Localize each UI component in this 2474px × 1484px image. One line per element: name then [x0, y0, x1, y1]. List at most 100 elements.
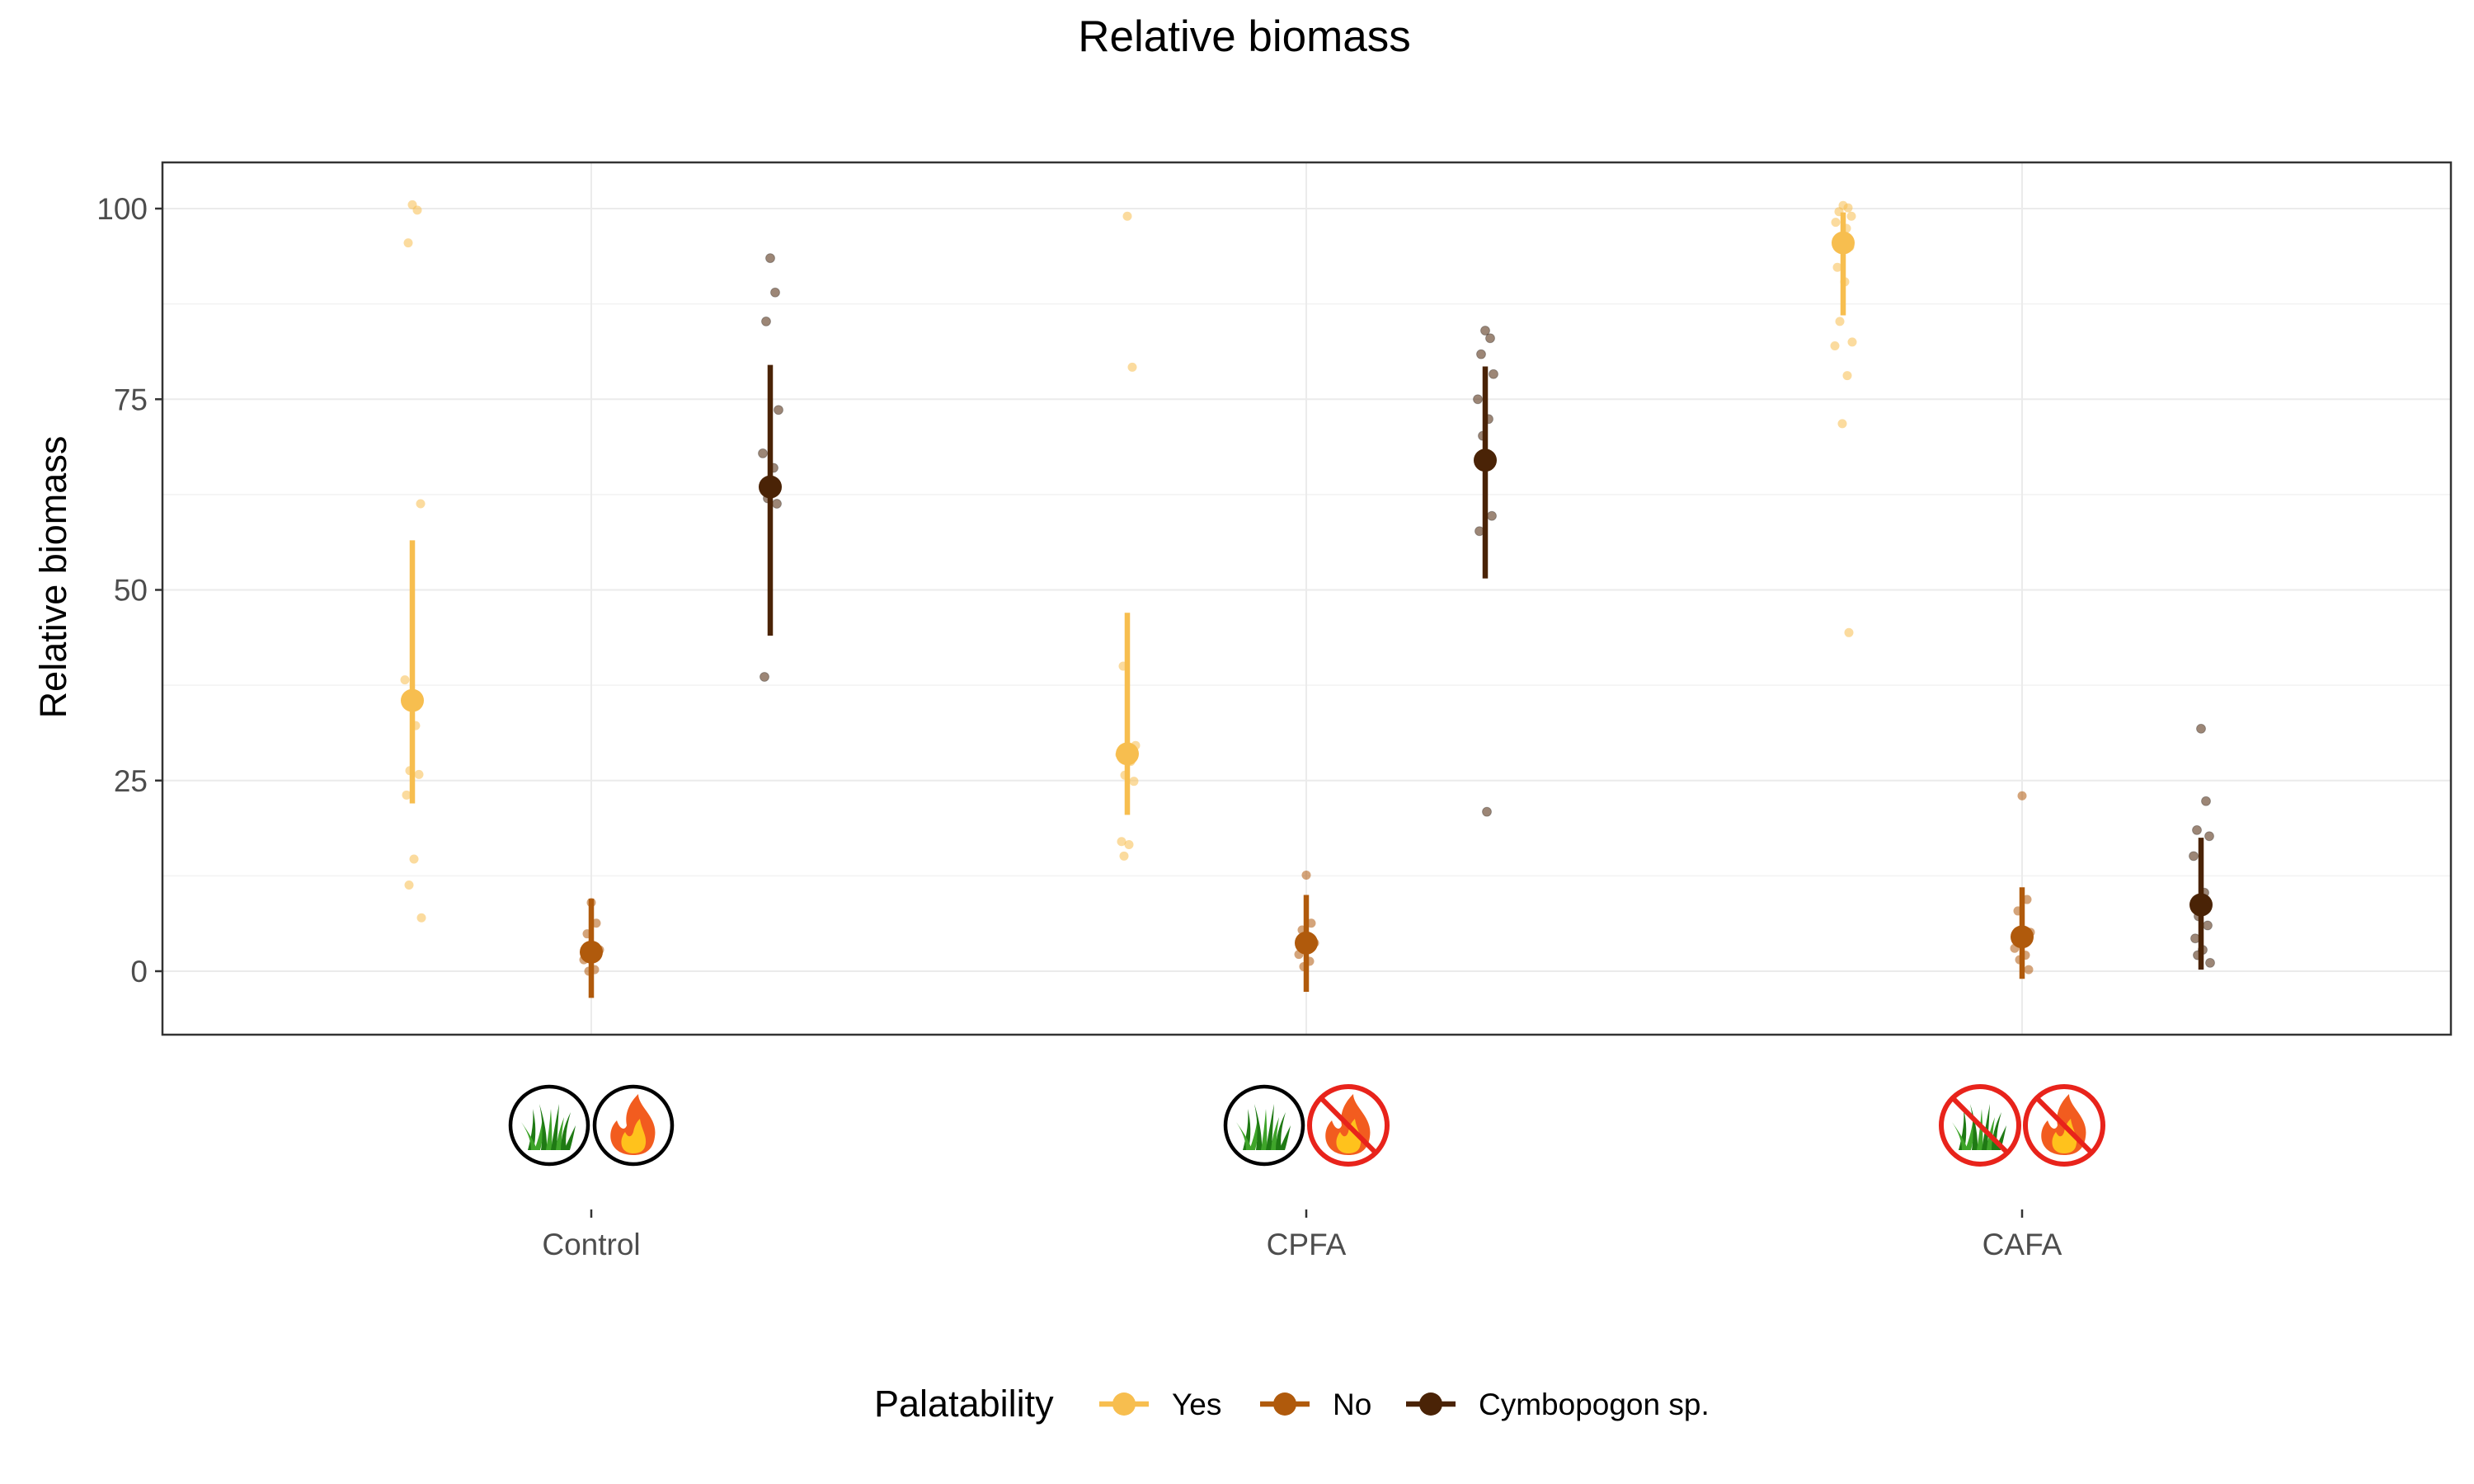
data-point — [409, 854, 419, 864]
legend: Palatability Yes No Cymbopogon sp. — [874, 1383, 1710, 1425]
fire-icon-badge — [592, 1084, 675, 1167]
x-tick-label: Control — [542, 1228, 640, 1261]
grass-blade — [1977, 1109, 1983, 1150]
data-point — [1843, 203, 1853, 213]
data-point — [2017, 791, 2027, 801]
data-point — [1842, 371, 1852, 381]
legend-key-point — [1419, 1392, 1442, 1416]
grass-blade — [1982, 1104, 1990, 1150]
icon-circle — [1223, 1084, 1305, 1167]
data-point — [1847, 337, 1857, 347]
data-point — [765, 253, 775, 264]
flame-inner — [1336, 1119, 1362, 1153]
data-point — [404, 880, 414, 890]
data-point — [412, 205, 422, 215]
legend-item-cymbopogon-sp-: Cymbopogon sp. — [1406, 1388, 1710, 1421]
y-axis-label: Relative biomass — [32, 436, 74, 719]
data-point — [1127, 362, 1137, 372]
grass-blade — [1276, 1112, 1286, 1150]
data-point — [1124, 839, 1134, 849]
data-point — [772, 498, 782, 509]
grass-icon-badge — [508, 1084, 590, 1167]
series-cymbopogon-sp- — [758, 253, 2215, 970]
fire-icon-badge — [1307, 1084, 1390, 1167]
chart-title: Relative biomass — [1078, 12, 1411, 61]
data-point — [1837, 419, 1847, 429]
data-point — [1489, 369, 1498, 379]
grass-blade — [1243, 1109, 1251, 1150]
grass-blade — [1249, 1117, 1258, 1150]
data-point — [1117, 837, 1126, 847]
icon-circle — [508, 1084, 590, 1167]
icon-circle — [592, 1084, 675, 1167]
data-point — [2204, 831, 2214, 842]
grass-blade — [1279, 1125, 1291, 1150]
data-point — [416, 499, 426, 509]
data-point — [1119, 851, 1129, 861]
flame-inner — [621, 1119, 647, 1153]
mean-point — [1116, 742, 1139, 766]
data-point — [403, 238, 413, 248]
prohibited-slash — [1950, 1096, 2010, 1155]
data-point — [1844, 627, 1854, 637]
grass-blade — [556, 1117, 564, 1150]
grass-blade — [1965, 1117, 1974, 1150]
series-yes — [400, 200, 1857, 923]
data-point — [416, 913, 426, 923]
y-tick-label: 0 — [130, 955, 148, 989]
grass-blade — [528, 1109, 536, 1150]
data-point — [414, 769, 424, 779]
prohibited-slash — [2034, 1096, 2094, 1155]
legend-item-yes: Yes — [1099, 1388, 1221, 1421]
x-tick-label: CPFA — [1267, 1228, 1347, 1261]
grass-blade — [1254, 1104, 1263, 1150]
y-tick-label: 50 — [114, 574, 148, 608]
treatment-icons — [508, 1084, 2105, 1167]
data-point — [758, 448, 768, 458]
legend-label: Yes — [1172, 1388, 1221, 1421]
flame-inner — [2052, 1119, 2077, 1153]
data-point — [1482, 806, 1492, 817]
data-point — [774, 405, 783, 416]
mean-point — [759, 475, 782, 499]
grass-icon — [1236, 1104, 1291, 1150]
data-point — [1480, 326, 1490, 336]
data-point — [761, 316, 771, 326]
gridlines — [162, 162, 2451, 1035]
mean-point — [580, 940, 603, 964]
data-point — [1832, 262, 1842, 272]
data-point — [1846, 211, 1856, 221]
fire-icon — [610, 1094, 656, 1155]
data-point — [1129, 777, 1139, 787]
data-point — [2189, 851, 2199, 862]
legend-key-point — [1273, 1392, 1296, 1416]
data-point — [770, 287, 780, 298]
prohibited-circle — [2023, 1084, 2105, 1167]
data-point — [1122, 211, 1132, 221]
grass-icon — [521, 1104, 576, 1150]
grass-blade — [1952, 1122, 1968, 1150]
grass-blade — [539, 1104, 548, 1150]
y-tick-label: 75 — [114, 383, 148, 416]
fire-icon-badge — [2023, 1084, 2105, 1167]
grass-blade — [561, 1112, 571, 1150]
legend-title: Palatability — [874, 1383, 1054, 1425]
grass-icon-badge — [1939, 1084, 2021, 1167]
grass-blade — [1266, 1104, 1274, 1150]
axes: 0 25 50 75 100 Control CPFA CAFA — [96, 192, 2062, 1261]
legend-item-no: No — [1260, 1388, 1371, 1421]
x-tick-label: CAFA — [1982, 1228, 2062, 1261]
legend-label: No — [1333, 1388, 1371, 1421]
data-point — [1476, 349, 1486, 359]
y-tick-label: 100 — [96, 192, 148, 226]
data-point — [1487, 510, 1497, 521]
data-point — [1301, 870, 1311, 880]
mean-point — [2189, 893, 2213, 917]
grass-blade — [1970, 1104, 1978, 1150]
data-point — [2024, 965, 2034, 974]
grass-blade — [1271, 1117, 1279, 1150]
mean-point — [1474, 448, 1497, 472]
data-point — [1830, 341, 1840, 350]
data-marks — [400, 200, 2215, 998]
